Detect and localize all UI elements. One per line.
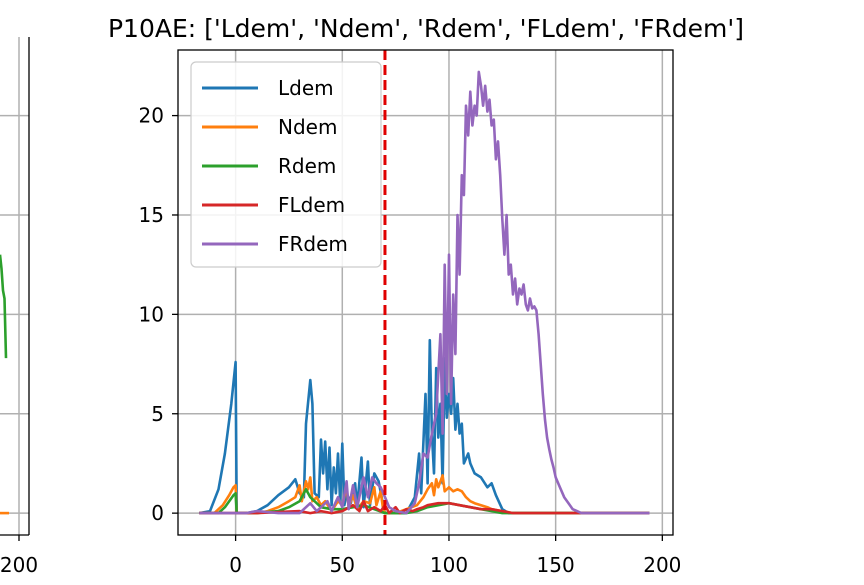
left-subplot-xtick-label: 200 bbox=[0, 553, 38, 577]
y-axis-ticks: 0 5 10 15 20 bbox=[139, 104, 178, 525]
x-tick-label: 100 bbox=[430, 553, 468, 577]
legend-box bbox=[190, 61, 382, 268]
y-tick-label: 0 bbox=[151, 501, 164, 525]
series-line-ldem bbox=[199, 338, 650, 515]
left-subplot-fragment: 200 bbox=[0, 37, 38, 577]
y-tick-label: 20 bbox=[139, 104, 164, 128]
legend-label-ldem: Ldem bbox=[278, 76, 334, 100]
legend: Ldem Ndem Rdem FLdem FRdem bbox=[190, 61, 382, 268]
y-tick-label: 15 bbox=[139, 203, 164, 227]
left-subplot-grid bbox=[0, 37, 29, 535]
x-tick-label: 50 bbox=[330, 553, 355, 577]
y-tick-label: 5 bbox=[151, 402, 164, 426]
chart-title: P10AE: ['Ldem', 'Ndem', 'Rdem', 'FLdem',… bbox=[108, 14, 744, 43]
series-line-ndem bbox=[199, 474, 650, 515]
legend-label-ndem: Ndem bbox=[278, 115, 337, 139]
x-tick-label: 0 bbox=[229, 553, 242, 577]
series-lines bbox=[199, 70, 650, 515]
plot-frame bbox=[177, 49, 674, 536]
legend-label-rdem: Rdem bbox=[278, 154, 336, 178]
y-tick-label: 10 bbox=[139, 302, 164, 326]
legend-label-frdem: FRdem bbox=[278, 232, 348, 256]
legend-label-fldem: FLdem bbox=[278, 193, 345, 217]
left-subplot-lines bbox=[0, 254, 9, 515]
x-tick-label: 150 bbox=[537, 553, 575, 577]
series-line-fldem bbox=[199, 499, 650, 515]
left-series-line-0 bbox=[0, 254, 8, 359]
x-tick-label: 200 bbox=[643, 553, 681, 577]
x-axis-ticks: 0 50 100 150 200 bbox=[229, 535, 681, 577]
series-line-frdem bbox=[199, 70, 650, 515]
main-subplot: 0 50 100 150 200 0 5 10 15 20 Ldem Ndem Rdem FLdem F… bbox=[139, 49, 681, 577]
